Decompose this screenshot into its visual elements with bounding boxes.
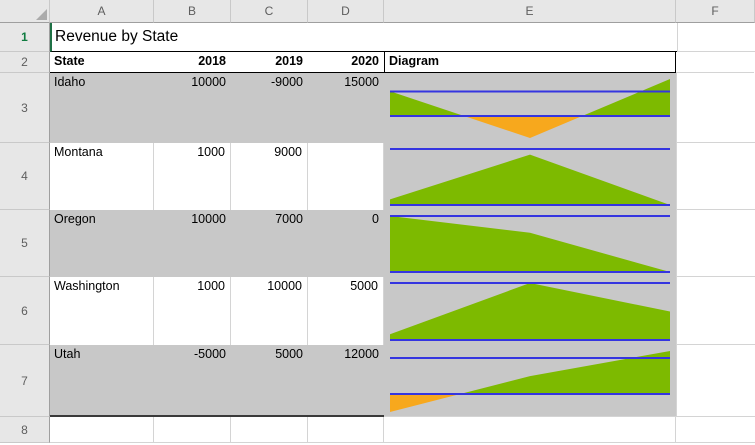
positive-area bbox=[390, 79, 670, 116]
cell-2020[interactable]: 15000 bbox=[308, 73, 384, 143]
column-header-strip: A B C D E F bbox=[0, 0, 755, 23]
positive-area bbox=[390, 351, 670, 395]
cell-F6[interactable] bbox=[676, 277, 755, 345]
row-1: 1 Revenue by State bbox=[0, 23, 755, 52]
cell-2020[interactable]: 5000 bbox=[308, 277, 384, 345]
cell-2019[interactable]: 7000 bbox=[231, 210, 308, 277]
row-header-2[interactable]: 2 bbox=[0, 52, 50, 73]
row-header-7[interactable]: 7 bbox=[0, 345, 50, 417]
row-header-8[interactable]: 8 bbox=[0, 417, 50, 443]
positive-area bbox=[390, 216, 670, 272]
header-cell-diagram[interactable]: Diagram bbox=[384, 52, 676, 73]
table-row: 5 Oregon 10000 7000 0 bbox=[0, 210, 755, 277]
cell-state[interactable]: Montana bbox=[50, 143, 154, 210]
column-header-D[interactable]: D bbox=[308, 0, 384, 23]
cell-diagram[interactable] bbox=[384, 345, 676, 417]
table-row: 7 Utah -5000 5000 12000 bbox=[0, 345, 755, 417]
positive-area bbox=[390, 154, 670, 205]
row-header-4[interactable]: 4 bbox=[0, 143, 50, 210]
column-header-C[interactable]: C bbox=[231, 0, 308, 23]
cell-2019[interactable]: -9000 bbox=[231, 73, 308, 143]
cell-F4[interactable] bbox=[676, 143, 755, 210]
cell-B8[interactable] bbox=[154, 417, 231, 443]
cell-state[interactable]: Oregon bbox=[50, 210, 154, 277]
row-header-3[interactable]: 3 bbox=[0, 73, 50, 143]
row-header-5[interactable]: 5 bbox=[0, 210, 50, 277]
negative-area bbox=[390, 115, 670, 138]
cell-F8[interactable] bbox=[676, 417, 755, 443]
column-header-E[interactable]: E bbox=[384, 0, 676, 23]
cell-2019[interactable]: 9000 bbox=[231, 143, 308, 210]
cell-diagram[interactable] bbox=[384, 143, 676, 210]
cell-2020[interactable] bbox=[308, 143, 384, 210]
cell-F7[interactable] bbox=[676, 345, 755, 417]
cell-2018[interactable]: 10000 bbox=[154, 210, 231, 277]
cell-2018[interactable]: 1000 bbox=[154, 143, 231, 210]
cell-F3[interactable] bbox=[676, 73, 755, 143]
cell-E8[interactable] bbox=[384, 417, 676, 443]
table-row: 3 Idaho 10000 -9000 15000 bbox=[0, 73, 755, 143]
area-sparkline bbox=[390, 351, 670, 412]
area-sparkline bbox=[390, 282, 670, 341]
cell-state[interactable]: Washington bbox=[50, 277, 154, 345]
column-header-B[interactable]: B bbox=[154, 0, 231, 23]
select-all-corner[interactable] bbox=[0, 0, 50, 23]
cell-2018[interactable]: 10000 bbox=[154, 73, 231, 143]
row-2: 2 State 2018 2019 2020 Diagram bbox=[0, 52, 755, 73]
cell-2018[interactable]: 1000 bbox=[154, 277, 231, 345]
cell-state[interactable]: Utah bbox=[50, 345, 154, 417]
cell-D8[interactable] bbox=[308, 417, 384, 443]
area-sparkline bbox=[390, 215, 670, 273]
cell-A8[interactable] bbox=[50, 417, 154, 443]
cell-A1-title[interactable]: Revenue by State bbox=[50, 23, 677, 52]
area-sparkline bbox=[390, 79, 670, 138]
header-cell-2019[interactable]: 2019 bbox=[231, 52, 308, 73]
row-header-1[interactable]: 1 bbox=[0, 23, 50, 52]
negative-area bbox=[390, 394, 670, 412]
area-sparkline bbox=[390, 148, 670, 206]
select-all-triangle-icon bbox=[36, 9, 47, 20]
header-cell-2018[interactable]: 2018 bbox=[154, 52, 231, 73]
cell-2020[interactable]: 12000 bbox=[308, 345, 384, 417]
cell-2020[interactable]: 0 bbox=[308, 210, 384, 277]
cell-diagram[interactable] bbox=[384, 73, 676, 143]
cell-2018[interactable]: -5000 bbox=[154, 345, 231, 417]
cell-diagram[interactable] bbox=[384, 277, 676, 345]
cell-diagram[interactable] bbox=[384, 210, 676, 277]
cell-2019[interactable]: 10000 bbox=[231, 277, 308, 345]
cell-F2[interactable] bbox=[676, 52, 754, 73]
cell-state[interactable]: Idaho bbox=[50, 73, 154, 143]
table-row: 4 Montana 1000 9000 bbox=[0, 143, 755, 210]
cell-F1[interactable] bbox=[677, 23, 755, 52]
cell-C8[interactable] bbox=[231, 417, 308, 443]
row-header-6[interactable]: 6 bbox=[0, 277, 50, 345]
cell-F5[interactable] bbox=[676, 210, 755, 277]
column-header-F[interactable]: F bbox=[676, 0, 755, 23]
header-cell-state[interactable]: State bbox=[50, 52, 154, 73]
cell-2019[interactable]: 5000 bbox=[231, 345, 308, 417]
table-row: 6 Washington 1000 10000 5000 bbox=[0, 277, 755, 345]
header-cell-2020[interactable]: 2020 bbox=[308, 52, 384, 73]
positive-area bbox=[390, 283, 670, 340]
table-body: 3 Idaho 10000 -9000 15000 4 Montana 1000 9000 5 Or… bbox=[0, 73, 755, 417]
row-8: 8 bbox=[0, 417, 755, 443]
column-header-A[interactable]: A bbox=[50, 0, 154, 23]
